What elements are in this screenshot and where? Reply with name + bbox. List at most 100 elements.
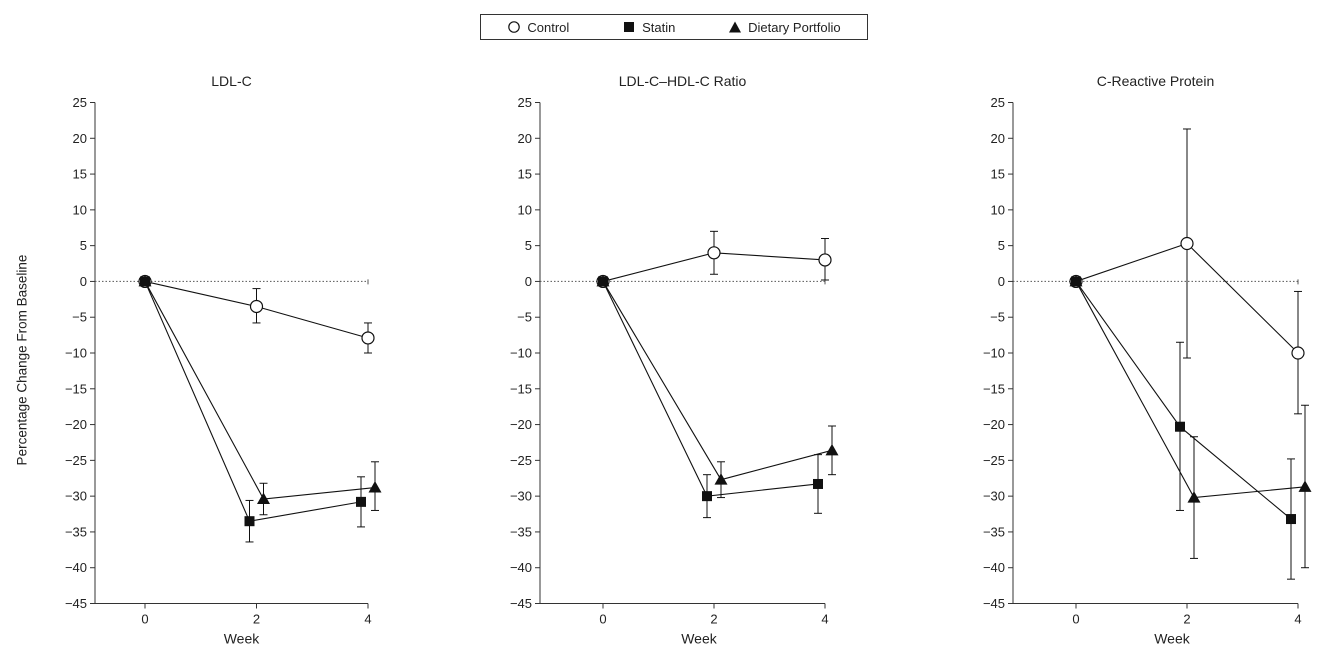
data-point-control	[361, 331, 375, 345]
y-tick-label: 5	[525, 238, 532, 253]
x-tick-label: 2	[253, 612, 260, 627]
y-tick-label: −20	[65, 417, 87, 432]
data-point-dietary-portfolio	[825, 443, 839, 456]
y-tick-label: −35	[983, 524, 1005, 539]
chart-panel-ldl-c: LDL-C2520151050−5−10−15−20−25−30−35−40−4…	[65, 73, 382, 647]
legend: Control Statin Dietary Portfolio	[480, 14, 868, 40]
data-point-statin	[1286, 514, 1296, 525]
data-point-statin	[244, 516, 255, 527]
legend-item-statin: Statin	[622, 20, 675, 35]
filled-triangle-icon	[729, 21, 742, 33]
y-tick-label: 0	[525, 274, 532, 289]
y-tick-label: −35	[510, 524, 532, 539]
series-dietary-portfolio	[596, 274, 839, 499]
y-tick-label: 10	[518, 202, 532, 217]
data-point-control	[1180, 236, 1194, 251]
filled-square-icon	[624, 22, 635, 32]
data-point-dietary-portfolio	[257, 492, 270, 505]
y-tick-label: −5	[990, 310, 1005, 325]
y-tick-label: −35	[65, 524, 87, 539]
series-statin	[1071, 276, 1296, 580]
data-point-dietary-portfolio	[1187, 491, 1201, 503]
y-tick-label: −10	[65, 346, 87, 361]
open-circle-icon	[508, 21, 521, 33]
series-line-dietary-portfolio	[602, 281, 833, 481]
y-tick-label: −10	[510, 346, 532, 361]
y-tick-label: 25	[518, 95, 532, 110]
legend-label-control: Control	[527, 19, 570, 35]
chart-title: C-Reactive Protein	[1097, 73, 1215, 89]
y-tick-label: −45	[510, 596, 532, 611]
y-tick-label: 10	[991, 202, 1005, 217]
series-line-dietary-portfolio	[1075, 281, 1306, 499]
legend-label-statin: Statin	[642, 19, 676, 35]
x-tick-label: 4	[1294, 612, 1301, 627]
y-tick-label: 15	[991, 167, 1005, 182]
y-tick-label: 20	[518, 131, 532, 146]
y-tick-label: −15	[983, 381, 1005, 396]
series-control	[138, 274, 375, 354]
y-tick-label: 20	[73, 131, 87, 146]
y-tick-label: −25	[983, 453, 1005, 468]
chart-panel-c-reactive-protein: C-Reactive Protein2520151050−5−10−15−20−…	[983, 73, 1312, 647]
data-point-statin	[702, 491, 712, 502]
y-tick-label: −40	[983, 560, 1005, 575]
y-tick-label: 0	[998, 274, 1005, 289]
x-tick-label: 4	[364, 612, 371, 627]
series-line-dietary-portfolio	[144, 281, 376, 500]
y-tick-label: 15	[518, 167, 532, 182]
series-control	[596, 230, 832, 289]
y-tick-label: −15	[510, 381, 532, 396]
y-tick-label: −5	[517, 310, 532, 325]
y-tick-label: 5	[998, 238, 1005, 253]
x-tick-label: 2	[710, 612, 717, 627]
chart-title: LDL-C–HDL-C Ratio	[619, 73, 747, 89]
y-tick-label: −25	[65, 453, 87, 468]
x-tick-label: 2	[1183, 612, 1190, 627]
data-point-dietary-portfolio	[714, 473, 728, 485]
data-point-dietary-portfolio	[1298, 480, 1312, 492]
data-point-control	[249, 299, 264, 314]
data-point-control	[818, 253, 832, 267]
y-tick-label: 25	[991, 95, 1005, 110]
series-line-statin	[1075, 281, 1292, 520]
x-tick-label: 0	[141, 612, 148, 627]
y-tick-label: −45	[983, 596, 1005, 611]
series-dietary-portfolio	[1069, 274, 1312, 569]
series-statin	[140, 276, 366, 543]
data-point-dietary-portfolio	[138, 274, 152, 287]
data-point-statin	[356, 496, 366, 507]
data-point-statin	[1175, 421, 1185, 432]
data-point-dietary-portfolio	[1069, 274, 1083, 287]
series-statin	[598, 276, 823, 519]
chart-title: LDL-C	[211, 73, 251, 89]
series-line-statin	[144, 281, 362, 522]
chart-panel-ldl-c-hdl-c-ratio: LDL-C–HDL-C Ratio2520151050−5−10−15−20−2…	[510, 73, 839, 647]
y-tick-label: 0	[80, 274, 87, 289]
data-point-dietary-portfolio	[596, 274, 610, 287]
legend-label-dietary-portfolio: Dietary Portfolio	[748, 19, 841, 35]
y-tick-label: 25	[73, 95, 87, 110]
y-tick-label: 20	[991, 131, 1005, 146]
legend-item-control: Control	[507, 20, 569, 35]
x-tick-label: 4	[821, 612, 828, 627]
series-dietary-portfolio	[138, 274, 382, 516]
y-tick-label: −40	[65, 560, 87, 575]
series-line-statin	[602, 281, 819, 497]
series-control	[1069, 128, 1305, 415]
y-tick-label: −40	[510, 560, 532, 575]
x-tick-label: 0	[599, 612, 606, 627]
y-tick-label: −10	[983, 346, 1005, 361]
y-tick-label: −5	[72, 310, 87, 325]
data-point-dietary-portfolio	[368, 481, 382, 493]
y-tick-label: −15	[65, 381, 87, 396]
data-point-control	[1291, 346, 1305, 360]
y-tick-label: 5	[80, 238, 87, 253]
data-point-control	[707, 246, 721, 260]
legend-item-dietary-portfolio: Dietary Portfolio	[728, 19, 841, 35]
y-tick-label: −30	[65, 489, 87, 504]
y-tick-label: 15	[73, 167, 87, 182]
y-tick-label: 10	[73, 202, 87, 217]
x-axis-label: Week	[224, 631, 261, 647]
